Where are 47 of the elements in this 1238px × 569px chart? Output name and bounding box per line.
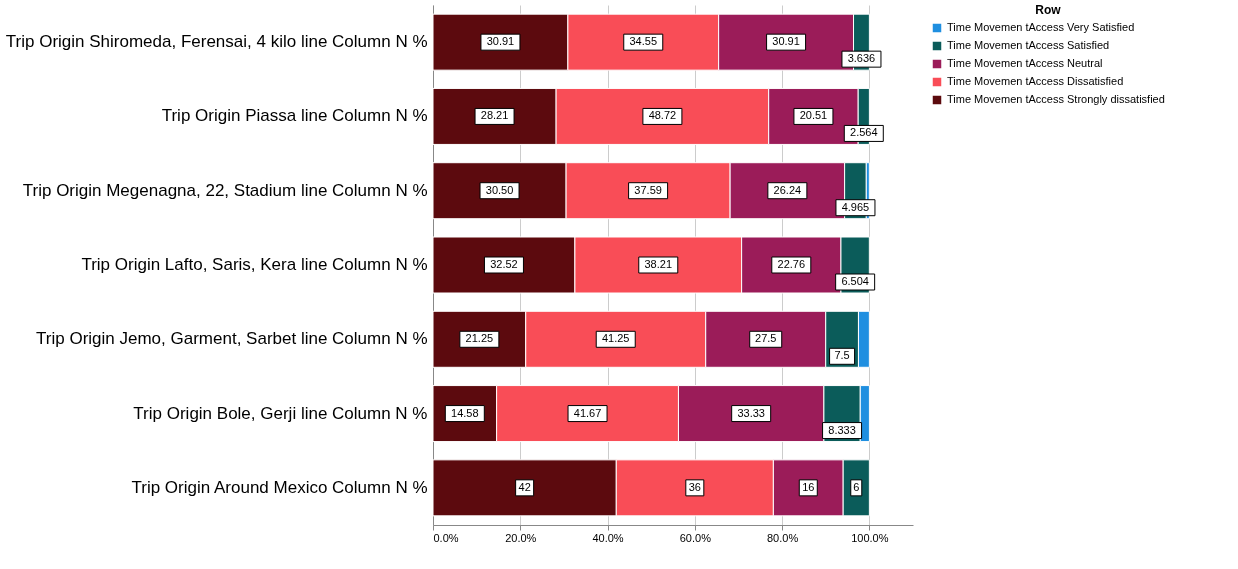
y-tick-label: Trip Origin Lafto, Saris, Kera line Column N % <box>81 255 428 274</box>
data-label: 34.55 <box>629 35 658 48</box>
x-tick-label: 80.0% <box>766 531 799 544</box>
legend-label: Time Movemen tAccess Neutral <box>947 57 1103 69</box>
x-tick-label: 40.0% <box>592 531 624 544</box>
y-tick-label: Trip Origin Megenagna, 22, Stadium line Column N % <box>22 180 428 200</box>
y-tick-label: Trip Origin Shiromeda, Ferensai, 4 kilo line Column N % <box>5 32 428 52</box>
x-tick-label: 20.0% <box>505 531 537 544</box>
data-label: 4.965 <box>841 200 870 213</box>
data-label: 26.24 <box>773 183 802 196</box>
legend-label: Time Movemen tAccess Strongly dissatisfied <box>947 93 1165 105</box>
data-label: 21.25 <box>465 332 494 345</box>
data-label: 33.33 <box>737 406 765 419</box>
data-label: 7.5 <box>834 349 850 362</box>
legend-title: Row <box>1035 3 1062 17</box>
data-label: 41.25 <box>601 332 630 345</box>
y-tick-label: Trip Origin Bole, Gerji line Column N % <box>133 403 428 423</box>
data-label: 22.76 <box>777 258 806 270</box>
data-label: 8.333 <box>828 423 856 436</box>
data-label: 41.67 <box>573 406 602 419</box>
legend-label: Time Movemen tAccess Very Satisfied <box>947 21 1135 33</box>
y-tick-label: Trip Origin Piassa line Column N % <box>161 106 428 126</box>
data-label: 30.91 <box>772 35 800 48</box>
data-label: 6 <box>853 480 860 493</box>
data-label: 27.5 <box>755 332 777 345</box>
data-label: 3.636 <box>847 52 876 65</box>
data-label: 6.504 <box>841 275 869 287</box>
legend-label: Time Movemen tAccess Satisfied <box>947 39 1110 51</box>
data-label: 14.58 <box>451 406 479 419</box>
data-label: 30.91 <box>486 35 515 48</box>
y-tick-label: Trip Origin Jemo, Garment, Sarbet line Column N % <box>36 329 428 349</box>
data-label: 48.72 <box>648 109 677 122</box>
x-tick-label: 60.0% <box>679 531 712 544</box>
data-label: 32.52 <box>490 258 518 270</box>
data-label: 30.50 <box>485 183 514 196</box>
x-tick-label: 0.0% <box>433 531 459 544</box>
data-label: 36 <box>688 480 701 493</box>
data-label: 37.59 <box>634 183 662 196</box>
data-label: 20.51 <box>799 109 828 122</box>
data-label: 2.564 <box>850 126 878 139</box>
y-tick-label: Trip Origin Around Mexico Column N % <box>131 477 428 497</box>
x-tick-label: 100.0% <box>851 531 889 544</box>
data-label: 28.21 <box>480 109 509 122</box>
data-label: 42 <box>518 480 531 493</box>
data-label: 16 <box>802 480 815 493</box>
data-label: 38.21 <box>644 258 673 270</box>
legend-label: Time Movemen tAccess Dissatisfied <box>947 75 1124 87</box>
